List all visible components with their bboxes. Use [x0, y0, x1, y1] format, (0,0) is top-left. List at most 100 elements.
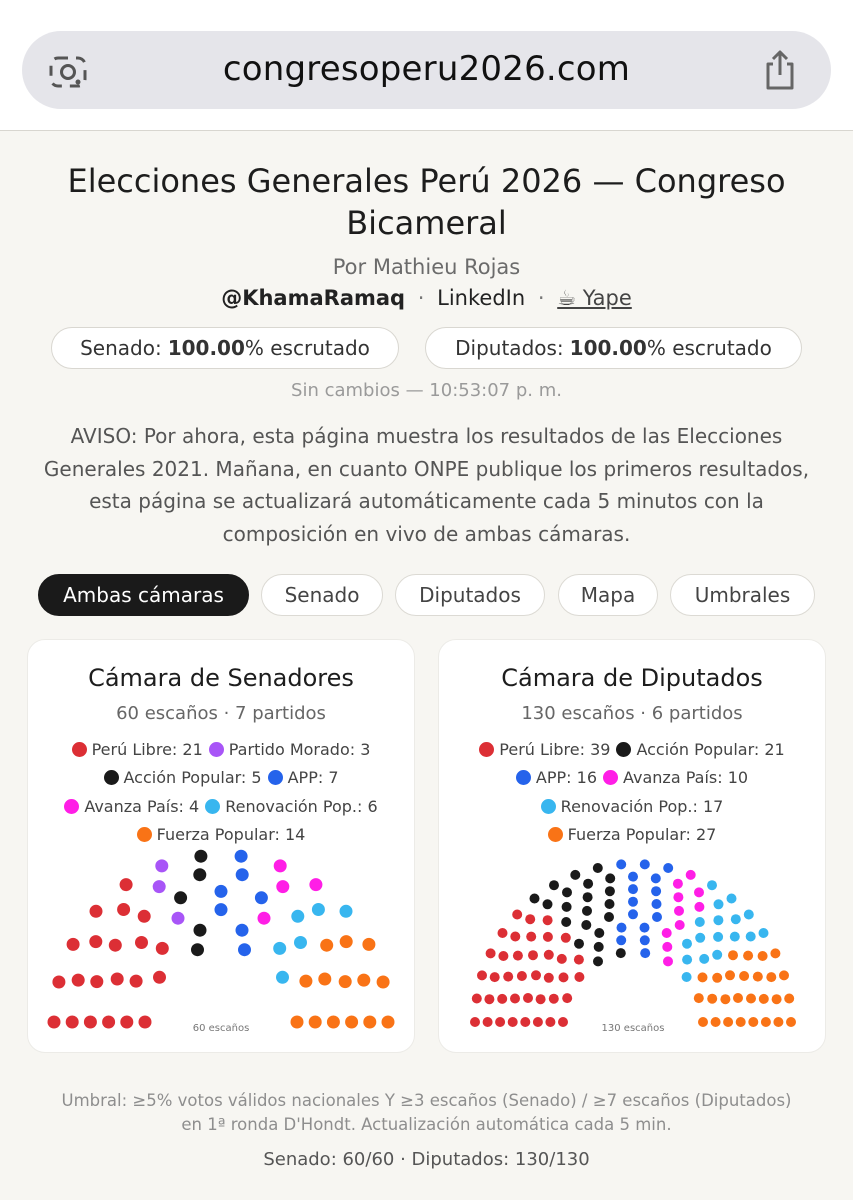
legend-dot — [603, 770, 618, 786]
seat-dot — [525, 914, 536, 925]
legend-dot — [515, 770, 531, 786]
seat-dot — [746, 993, 756, 1004]
seat-dot — [752, 971, 763, 982]
seat-dot — [695, 932, 706, 943]
legend-label: Renovación Pop.: 17 — [560, 796, 724, 816]
seat-dot — [593, 941, 604, 952]
seat-dot — [720, 994, 731, 1005]
share-icon[interactable] — [760, 48, 800, 92]
legend-label: Avanza País: 4 — [84, 796, 200, 816]
seat-dot — [650, 873, 661, 884]
seat-dot — [593, 956, 603, 967]
seat-dot — [573, 954, 584, 965]
seat-dot — [338, 975, 352, 989]
seat-dot — [543, 949, 554, 960]
legend-label: Perú Libre: 21 — [91, 739, 203, 759]
seat-dot — [529, 893, 540, 904]
legend-dot — [547, 827, 563, 843]
seat-dot — [290, 1015, 304, 1029]
tab-senado[interactable]: Senado — [261, 574, 383, 616]
seat-dot — [520, 1017, 531, 1027]
seat-dot — [712, 949, 723, 960]
seat-dot — [558, 972, 569, 983]
legend-dot — [64, 798, 80, 814]
tab-diputados[interactable]: Diputados — [395, 574, 545, 616]
diputados-progress-badge: Diputados: 100.00 % escrutado — [425, 327, 802, 369]
seat-dot — [710, 1017, 721, 1027]
threshold-note-line: en 1ª ronda D'Hondt. Actualización autom… — [181, 1115, 672, 1134]
seat-dot — [712, 972, 723, 983]
legend-item: Perú Libre: 21 — [71, 739, 203, 759]
seat-dot — [728, 950, 738, 961]
diputados-progress-label: Diputados: — [455, 336, 564, 360]
senado-legend: Perú Libre: 21 Partido Morado: 3 Acción … — [34, 735, 408, 849]
seat-dot — [254, 891, 268, 905]
seat-dot — [376, 975, 390, 989]
seat-dot — [582, 892, 593, 903]
tab-ambas-camaras[interactable]: Ambas cámaras — [38, 574, 249, 616]
seat-dot — [770, 948, 781, 959]
seat-dot — [652, 912, 662, 922]
seat-dot — [779, 970, 789, 981]
legend-label: APP: 16 — [535, 768, 597, 788]
legend-dot — [208, 741, 224, 757]
seat-dot — [191, 943, 204, 957]
seat-dot — [174, 891, 188, 905]
seat-dot — [616, 922, 627, 933]
threshold-note: Umbral: ≥5% votos válidos nacionales Y ≥… — [20, 1089, 833, 1137]
seat-dot — [532, 1017, 543, 1027]
seat-dot — [234, 849, 248, 863]
seat-dot — [561, 917, 572, 927]
seat-dot — [663, 956, 673, 967]
legend-dot — [136, 827, 152, 843]
seat-dot — [639, 935, 650, 946]
seat-dot — [497, 993, 508, 1004]
seat-dot — [542, 899, 553, 910]
legend-dot — [103, 770, 119, 786]
seat-dot — [120, 1015, 134, 1029]
seat-dot — [71, 973, 85, 987]
tab-mapa[interactable]: Mapa — [558, 574, 658, 616]
tab-umbrales[interactable]: Umbrales — [670, 574, 815, 616]
seat-dot — [110, 972, 124, 986]
seat-dot — [662, 941, 673, 952]
seat-dot — [628, 884, 638, 895]
seat-dot — [651, 899, 662, 909]
senado-progress-value: 100.00 — [167, 336, 245, 360]
twitter-handle-link[interactable]: @KhamaRamaq — [221, 286, 406, 310]
notice-line: esta página se actualizará automáticamen… — [89, 489, 764, 513]
seat-dot — [604, 899, 615, 909]
yape-link[interactable]: ☕ Yape — [557, 286, 632, 310]
separator: · — [537, 286, 545, 310]
seat-dot — [592, 863, 603, 873]
seat-dot — [673, 892, 684, 903]
legend-item: Renovación Pop.: 17 — [540, 796, 724, 816]
address-bar[interactable]: congresoperu2026.com — [22, 31, 831, 109]
seat-dot — [102, 1015, 116, 1029]
seat-dot — [725, 970, 735, 981]
seat-dot — [542, 915, 553, 926]
seat-dot — [528, 950, 538, 961]
seat-dot — [308, 1015, 322, 1029]
legend-item: Avanza País: 4 — [64, 797, 199, 816]
seat-dot — [381, 1015, 395, 1029]
seat-dot — [489, 972, 500, 983]
seat-dot — [663, 863, 674, 873]
senado-card: Cámara de Senadores 60 escaños · 7 parti… — [27, 639, 415, 1053]
notice-line: composición en vivo de ambas cámaras. — [222, 521, 631, 546]
seat-dot — [257, 911, 271, 925]
seat-dot — [581, 920, 592, 930]
url-text[interactable]: congresoperu2026.com — [222, 49, 631, 89]
threshold-note-line: Umbral: ≥5% votos válidos nacionales Y ≥… — [61, 1091, 792, 1110]
legend-dot — [479, 741, 495, 757]
seat-dot — [153, 970, 166, 984]
seat-dot — [214, 903, 228, 917]
seat-dot — [674, 905, 684, 916]
linkedin-link[interactable]: LinkedIn — [437, 286, 526, 310]
camera-lens-icon[interactable] — [48, 51, 88, 91]
seat-dot — [743, 950, 754, 961]
seat-dot — [693, 993, 704, 1004]
seat-dot — [471, 993, 482, 1004]
seat-dot — [47, 1015, 61, 1029]
legend-item: Renovación Pop.: 6 — [205, 797, 378, 816]
